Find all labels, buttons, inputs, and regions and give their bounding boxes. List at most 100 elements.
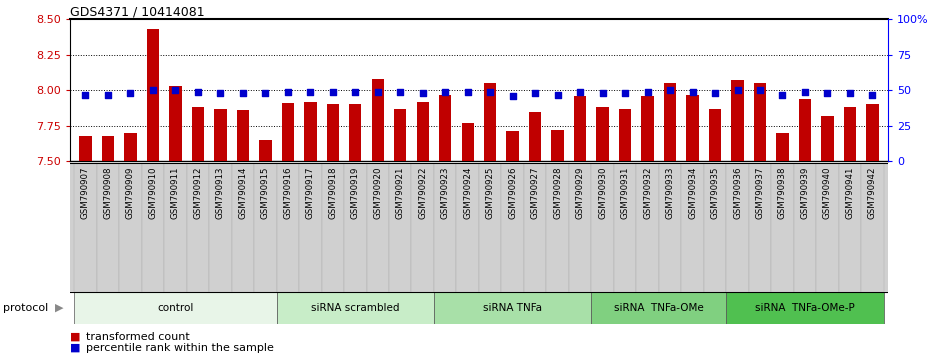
Bar <box>596 107 609 161</box>
Bar <box>524 163 547 292</box>
Text: GSM790941: GSM790941 <box>845 167 855 219</box>
Point <box>213 90 228 96</box>
Bar <box>726 292 884 324</box>
Bar <box>569 163 591 292</box>
Bar <box>79 136 92 161</box>
Bar <box>664 83 676 161</box>
Text: GSM790919: GSM790919 <box>351 167 360 219</box>
Text: GSM790942: GSM790942 <box>868 167 877 219</box>
Bar <box>344 163 366 292</box>
Text: ■: ■ <box>70 343 80 353</box>
Bar <box>74 163 97 292</box>
Bar <box>187 163 209 292</box>
Text: GSM790923: GSM790923 <box>441 167 450 219</box>
Bar <box>636 163 658 292</box>
Bar <box>658 163 682 292</box>
Bar <box>237 110 249 161</box>
Bar <box>686 95 698 161</box>
Text: GSM790912: GSM790912 <box>193 167 203 219</box>
Point <box>123 90 138 96</box>
Bar <box>439 95 451 161</box>
Bar <box>614 163 636 292</box>
Bar <box>642 96 654 161</box>
Bar <box>147 29 159 161</box>
Bar <box>434 163 457 292</box>
Text: siRNA  TNFa-OMe-P: siRNA TNFa-OMe-P <box>755 303 855 313</box>
Point <box>235 90 250 96</box>
Bar <box>165 163 187 292</box>
Text: GSM790932: GSM790932 <box>643 167 652 219</box>
Text: GSM790925: GSM790925 <box>485 167 495 219</box>
Bar <box>817 163 839 292</box>
Bar <box>322 163 344 292</box>
Point <box>258 90 272 96</box>
Text: control: control <box>157 303 193 313</box>
Bar <box>282 103 294 161</box>
Text: GSM790911: GSM790911 <box>171 167 179 219</box>
Bar <box>349 104 362 161</box>
Point <box>595 90 610 96</box>
Bar <box>591 163 614 292</box>
Point <box>326 89 340 95</box>
Bar <box>547 163 569 292</box>
Text: GSM790918: GSM790918 <box>328 167 338 219</box>
Text: GSM790937: GSM790937 <box>755 167 764 219</box>
Bar <box>861 163 884 292</box>
Point <box>527 90 542 96</box>
Bar <box>141 163 165 292</box>
Text: GSM790935: GSM790935 <box>711 167 720 219</box>
Text: GSM790940: GSM790940 <box>823 167 832 219</box>
Text: GSM790926: GSM790926 <box>508 167 517 219</box>
Text: GSM790909: GSM790909 <box>126 167 135 219</box>
Bar <box>299 163 322 292</box>
Point <box>100 92 115 97</box>
Bar <box>276 163 299 292</box>
Point <box>483 89 498 95</box>
Text: siRNA TNFa: siRNA TNFa <box>484 303 542 313</box>
Point <box>752 87 767 93</box>
Point <box>460 89 475 95</box>
Point <box>551 92 565 97</box>
Point <box>303 89 318 95</box>
Bar <box>731 80 744 161</box>
Bar <box>214 109 227 161</box>
Bar <box>97 163 119 292</box>
Bar <box>254 163 276 292</box>
Bar <box>529 112 541 161</box>
Bar <box>574 96 586 161</box>
Bar <box>726 163 749 292</box>
Point <box>685 89 700 95</box>
Text: GSM790907: GSM790907 <box>81 167 90 219</box>
Text: GSM790920: GSM790920 <box>373 167 382 219</box>
Bar <box>169 86 181 161</box>
Text: siRNA  TNFa-OMe: siRNA TNFa-OMe <box>614 303 704 313</box>
Point <box>78 92 93 97</box>
Text: GSM790930: GSM790930 <box>598 167 607 219</box>
Text: GSM790915: GSM790915 <box>260 167 270 219</box>
Bar <box>709 109 721 161</box>
Bar <box>821 116 833 161</box>
Text: GSM790921: GSM790921 <box>396 167 405 219</box>
Text: GSM790931: GSM790931 <box>620 167 630 219</box>
Bar <box>434 292 591 324</box>
Bar <box>771 163 793 292</box>
Point <box>145 87 160 93</box>
Bar <box>461 123 474 161</box>
Bar <box>749 163 771 292</box>
Point <box>370 89 385 95</box>
Bar <box>457 163 479 292</box>
Text: ▶: ▶ <box>55 303 63 313</box>
Point <box>640 89 655 95</box>
Bar <box>389 163 411 292</box>
Bar <box>326 104 339 161</box>
Text: GSM790910: GSM790910 <box>149 167 157 219</box>
Bar <box>484 83 497 161</box>
Bar <box>479 163 501 292</box>
Text: GSM790908: GSM790908 <box>103 167 113 219</box>
Bar <box>754 83 766 161</box>
Text: GSM790922: GSM790922 <box>418 167 427 219</box>
Bar <box>799 99 811 161</box>
Text: GSM790916: GSM790916 <box>284 167 292 219</box>
Bar <box>74 292 276 324</box>
Text: GSM790934: GSM790934 <box>688 167 698 219</box>
